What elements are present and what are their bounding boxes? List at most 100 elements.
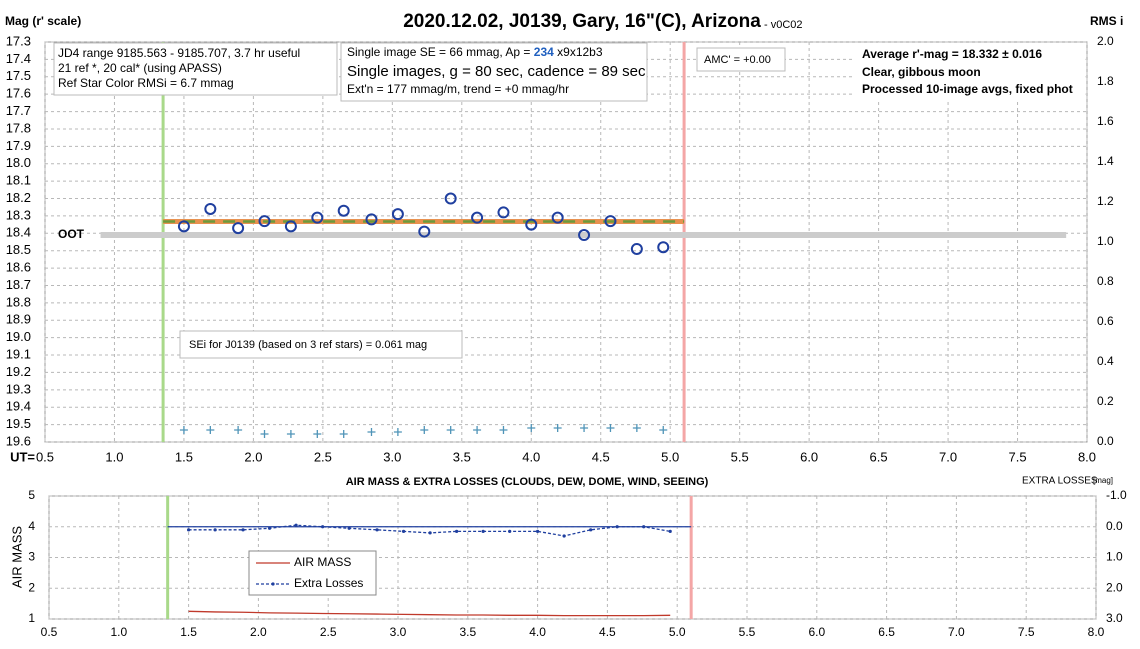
oot-label: OOT (58, 227, 85, 241)
y-tick-label: 17.4 (6, 51, 31, 66)
y2-tick-label: 1.4 (1097, 154, 1114, 168)
x-tick-label: 6.5 (870, 449, 888, 464)
mag-point (177, 220, 190, 233)
annotation-part: Single images, g = 80 sec, cadence = 89 … (347, 63, 646, 80)
y2-axis-label: EXTRA LOSSES (1022, 476, 1098, 487)
annotation-text: Ext'n = 177 mmag/m, trend = +0 mmag/hr (347, 82, 569, 96)
x-tick-label: 1.0 (110, 625, 127, 639)
annotation-text: Single images, g = 80 sec, cadence = 89 … (347, 63, 646, 80)
series-point (241, 528, 245, 532)
legend-swatch-point (271, 582, 275, 586)
y-tick-label: 18.3 (6, 207, 31, 222)
series-point (642, 525, 646, 529)
annotation-part: Ext'n = 177 mmag/m, trend = +0 mmag/hr (347, 82, 569, 96)
annotation-text: 21 ref *, 20 cal* (using APASS) (58, 61, 222, 75)
x-tick-label: 7.0 (939, 449, 957, 464)
rms-point (260, 430, 269, 438)
mag-point (471, 211, 484, 224)
mag-point (391, 208, 404, 221)
x-tick-label: 6.5 (878, 625, 895, 639)
y-tick-label: 19.2 (6, 364, 31, 379)
annotation-text: Single image SE = 66 mmag, Ap = 234 x9x1… (347, 45, 603, 59)
annotation-box (696, 47, 786, 72)
x-tick-label: 2.0 (244, 449, 262, 464)
x-tick-label: 7.5 (1008, 449, 1026, 464)
y-tick-label: 5 (28, 488, 35, 502)
annotation-box (340, 42, 648, 102)
y2-tick-label: 0.0 (1106, 519, 1123, 533)
annotation-text: SEi for J0139 (based on 3 ref stars) = 0… (189, 339, 427, 351)
series-point (481, 529, 485, 533)
x-tick-label: 3.0 (383, 449, 401, 464)
annotation-text: JD4 range 9185.563 - 9185.707, 3.7 hr us… (58, 46, 300, 60)
y-tick-label: 18.1 (6, 173, 31, 188)
y-tick-label: 2 (28, 580, 35, 594)
series-point (294, 523, 298, 527)
annotation-part: Single image SE = 66 mmag, Ap = (347, 45, 534, 59)
x-tick-label: 4.0 (529, 625, 546, 639)
mag-point (311, 211, 324, 224)
legend-box (248, 550, 377, 596)
y-tick-label: 19.0 (6, 329, 31, 344)
mag-point (578, 229, 591, 242)
annotation-part: Processed 10-image avgs, fixed phot (862, 82, 1073, 96)
mag-point (604, 215, 617, 228)
x-tick-label: 0.5 (36, 449, 54, 464)
x-tick-label: 2.5 (320, 625, 337, 639)
y-tick-label: 4 (28, 519, 35, 533)
annotation-text: AMC' = +0.00 (704, 54, 771, 66)
x-tick-label: 1.0 (105, 449, 123, 464)
x-tick-label: 2.5 (314, 449, 332, 464)
legend-label: Extra Losses (294, 576, 363, 590)
y2-tick-label: 1.2 (1097, 194, 1114, 208)
annotation-box (53, 42, 338, 96)
annotation-text: Processed 10-image avgs, fixed phot (862, 82, 1073, 96)
annotation-part: Ref Star Color RMSi = 6.7 mmag (58, 76, 234, 90)
y-tick-label: 17.6 (6, 86, 31, 101)
y2-tick-label: 1.0 (1106, 550, 1123, 564)
rms-point (234, 426, 243, 434)
x-tick-label: 8.0 (1088, 625, 1105, 639)
rms-point (286, 430, 295, 438)
mag-point (657, 241, 670, 254)
series-point (401, 529, 406, 533)
series-point (508, 529, 512, 533)
series-point (536, 529, 540, 533)
rms-point (393, 428, 402, 436)
annotation-text: Clear, gibbous moon (862, 65, 981, 79)
x-tick-label: 5.0 (661, 449, 679, 464)
y-tick-label: 18.5 (6, 242, 31, 257)
y2-axis-unit: [mag] (1093, 476, 1113, 485)
y-tick-label: 19.1 (6, 346, 31, 361)
series-point (428, 531, 432, 535)
x-tick-label: 3.5 (453, 449, 471, 464)
y-tick-label: 19.6 (6, 433, 31, 448)
y-tick-label: 18.9 (6, 312, 31, 327)
x-tick-label: 1.5 (180, 625, 197, 639)
y-tick-label: 18.6 (6, 260, 31, 275)
annotation-part: JD4 range 9185.563 - 9185.707, 3.7 hr us… (58, 46, 300, 60)
y-axis-label: AIR MASS (9, 526, 24, 588)
y2-tick-label: 0.8 (1097, 274, 1114, 288)
x-tick-label: 1.5 (175, 449, 193, 464)
rms-point (499, 426, 508, 434)
annotation-box (179, 330, 463, 359)
rms-point (313, 430, 322, 438)
mag-point (444, 192, 457, 205)
y2-tick-label: 0.6 (1097, 314, 1114, 328)
y2-tick-label: 3.0 (1106, 611, 1123, 625)
y2-tick-label: 0.4 (1097, 354, 1114, 368)
mag-point (232, 222, 245, 235)
annotation-part: SEi for J0139 (based on 3 ref stars) = 0… (189, 339, 427, 351)
y-tick-label: 18.2 (6, 190, 31, 205)
y-tick-label: 17.7 (6, 103, 31, 118)
series-point (321, 525, 325, 529)
rms-point (206, 426, 215, 434)
rms-point (473, 426, 482, 434)
x-tick-label: 6.0 (800, 449, 818, 464)
mag-point (418, 225, 431, 238)
annotation-part: Average r'-mag = 18.332 ± 0.016 (862, 47, 1042, 61)
x-tick-label: 5.0 (669, 625, 686, 639)
x-tick-label: 3.5 (459, 625, 476, 639)
